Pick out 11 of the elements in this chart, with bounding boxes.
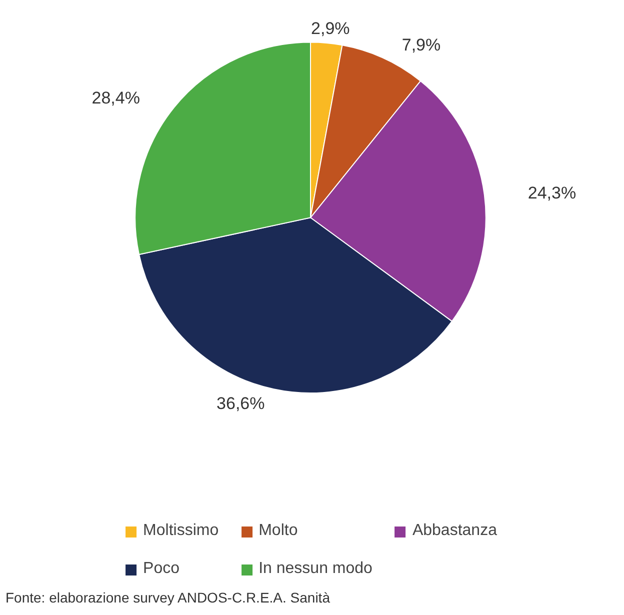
legend-label: In nessun modo [258, 560, 372, 578]
data-label: 36,6% [216, 394, 265, 414]
legend-label: Abbastanza [412, 522, 497, 540]
data-label: 2,9% [311, 18, 350, 38]
data-label: 28,4% [92, 88, 140, 108]
data-label: 24,3% [528, 183, 576, 202]
data-label: 7,9% [402, 35, 441, 54]
source-note: Fonte: elaborazione survey ANDOS-C.R.E.A. Sanità [6, 590, 330, 606]
legend-label: Poco [143, 560, 180, 578]
legend-label: Molto [258, 522, 298, 540]
legend-label: Moltissimo [143, 522, 219, 540]
